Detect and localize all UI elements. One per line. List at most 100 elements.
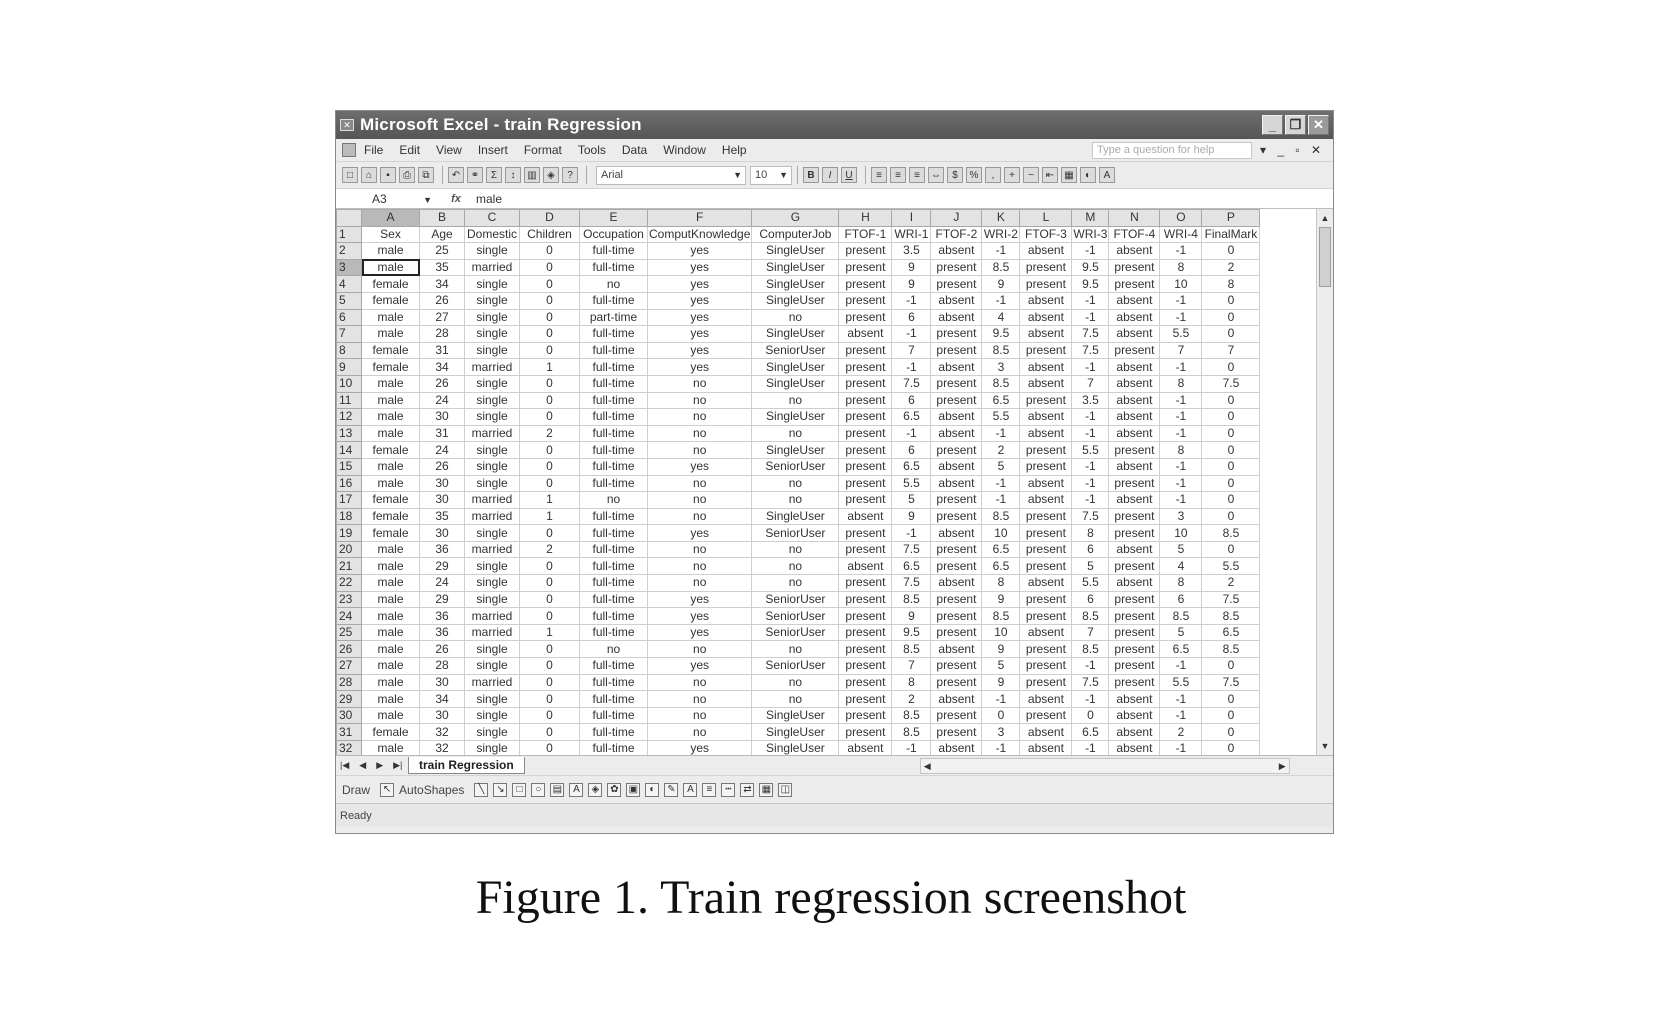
cell-b30[interactable]: 30 [419,706,465,725]
cell-k3[interactable]: 8.5 [981,258,1021,277]
cell-i5[interactable]: -1 [891,291,932,310]
cell-p31[interactable]: 0 [1201,723,1261,741]
excel-app-icon[interactable]: ✕ [340,119,354,131]
menu-window[interactable]: Window [663,143,706,157]
cell-k29[interactable]: -1 [981,690,1021,708]
cell-d18[interactable]: 1 [519,507,580,526]
cell-b32[interactable]: 32 [419,740,465,755]
dash-style-icon[interactable]: ┅ [721,782,736,797]
cell-k19[interactable]: 10 [981,524,1021,542]
cell-o17[interactable]: -1 [1159,491,1203,509]
cell-o23[interactable]: 6 [1159,590,1203,609]
cell-c8[interactable]: single [464,341,520,360]
cell-a23[interactable]: male [361,590,420,609]
cell-e21[interactable]: full-time [579,557,648,576]
cell-i25[interactable]: 9.5 [891,623,932,642]
cell-n12[interactable]: absent [1108,408,1161,426]
cell-n13[interactable]: absent [1108,424,1161,443]
prev-sheet-icon[interactable]: ◀ [359,760,367,770]
cell-j28[interactable]: present [930,673,983,692]
cell-b28[interactable]: 30 [419,673,465,692]
cell-k22[interactable]: 8 [981,574,1021,592]
cell-e8[interactable]: full-time [579,341,648,360]
cell-b15[interactable]: 26 [419,457,465,476]
cell-p29[interactable]: 0 [1201,690,1261,708]
cell-d2[interactable]: 0 [519,242,580,260]
cell-k14[interactable]: 2 [981,441,1021,459]
cell-m15[interactable]: -1 [1071,457,1110,476]
cell-e26[interactable]: no [579,640,648,659]
cell-h4[interactable]: present [838,275,893,293]
scroll-down-icon[interactable]: ▼ [1320,741,1330,751]
picture-icon[interactable]: ▣ [626,782,641,797]
cell-f7[interactable]: yes [646,325,753,343]
cell-j7[interactable]: present [930,325,983,343]
cell-l7[interactable]: absent [1019,325,1073,343]
cell-j16[interactable]: absent [930,474,983,493]
wordart-icon[interactable]: A [569,782,584,797]
cell-o13[interactable]: -1 [1159,424,1203,443]
row-header[interactable]: 20 [336,540,362,559]
cell-p26[interactable]: 8.5 [1201,640,1261,659]
cell-h3[interactable]: present [838,258,893,277]
cell-l16[interactable]: absent [1019,474,1073,493]
cell-k27[interactable]: 5 [981,657,1021,675]
cell-g10[interactable]: SingleUser [751,374,840,393]
borders-icon[interactable]: ▦ [1061,167,1077,183]
cell-l13[interactable]: absent [1019,424,1073,443]
cell-p30[interactable]: 0 [1201,706,1261,725]
row-header[interactable]: 19 [336,524,362,542]
cell-m6[interactable]: -1 [1071,308,1110,327]
row-header[interactable]: 10 [336,374,362,393]
cell-o6[interactable]: -1 [1159,308,1203,327]
cell-o25[interactable]: 5 [1159,623,1203,642]
cell-d32[interactable]: 0 [519,740,580,755]
cell-o9[interactable]: -1 [1159,358,1203,376]
cell-p23[interactable]: 7.5 [1201,590,1261,609]
cell-k17[interactable]: -1 [981,491,1021,509]
cell-p6[interactable]: 0 [1201,308,1261,327]
cell-a7[interactable]: male [361,325,420,343]
cell-l9[interactable]: absent [1019,358,1073,376]
font-size-select[interactable]: 10 ▼ [750,165,792,185]
cell-h2[interactable]: present [838,242,893,260]
cell-f30[interactable]: no [646,706,753,725]
cell-c7[interactable]: single [464,325,520,343]
cell-d10[interactable]: 0 [519,374,580,393]
cell-g25[interactable]: SeniorUser [751,623,840,642]
menu-data[interactable]: Data [621,143,648,157]
cell-o1[interactable]: WRI-4 [1159,225,1203,244]
cell-d25[interactable]: 1 [519,623,580,642]
cell-o24[interactable]: 8.5 [1159,607,1203,625]
cell-j6[interactable]: absent [930,308,983,327]
menu-edit[interactable]: Edit [399,143,421,157]
vertical-scrollbar[interactable]: ▲ ▼ [1316,209,1333,755]
cell-b8[interactable]: 31 [419,341,465,360]
cell-g30[interactable]: SingleUser [751,706,840,725]
cell-m5[interactable]: -1 [1071,291,1110,310]
cell-k20[interactable]: 6.5 [981,540,1021,559]
cell-p3[interactable]: 2 [1201,258,1261,277]
row-header[interactable]: 15 [336,457,362,476]
column-header-c[interactable]: C [464,209,520,227]
cell-e15[interactable]: full-time [579,457,648,476]
cell-i21[interactable]: 6.5 [891,557,932,576]
cell-f13[interactable]: no [646,424,753,443]
cell-j1[interactable]: FTOF-2 [930,225,983,244]
cell-b2[interactable]: 25 [419,242,465,260]
cell-k32[interactable]: -1 [981,740,1021,755]
cell-f22[interactable]: no [646,574,753,592]
cell-p14[interactable]: 0 [1201,441,1261,459]
oval-icon[interactable]: ○ [531,782,546,797]
cell-d5[interactable]: 0 [519,291,580,310]
cell-o29[interactable]: -1 [1159,690,1203,708]
undo-icon[interactable]: ↶ [448,167,464,183]
row-header[interactable]: 7 [336,325,362,343]
cell-a11[interactable]: male [361,391,420,410]
cell-c15[interactable]: single [464,457,520,476]
cell-o16[interactable]: -1 [1159,474,1203,493]
cell-n28[interactable]: present [1108,673,1161,692]
cell-a21[interactable]: male [361,557,420,576]
cell-f14[interactable]: no [646,441,753,459]
cell-e32[interactable]: full-time [579,740,648,755]
